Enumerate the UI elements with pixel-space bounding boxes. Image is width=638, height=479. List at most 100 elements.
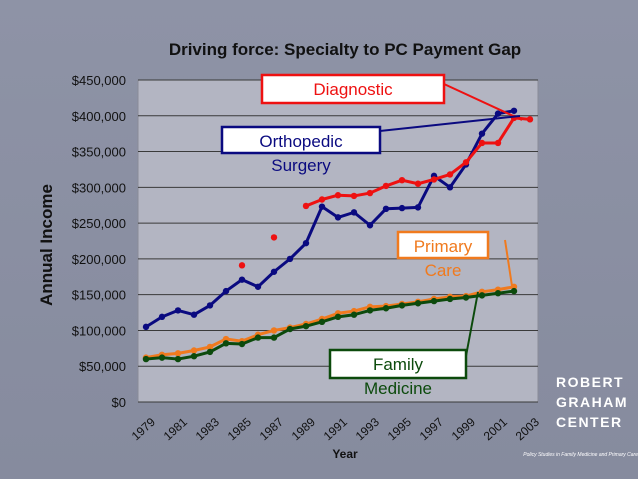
callout-leader [504, 239, 513, 287]
data-point-family-medicine [398, 302, 406, 309]
data-point-family-medicine [334, 313, 342, 321]
callout-primary-care: Primary Care [396, 230, 513, 287]
center-logo: ROBERT GRAHAM CENTER [556, 372, 638, 479]
y-tick-label: $0 [112, 395, 126, 410]
y-tick-label: $450,000 [72, 73, 126, 88]
x-tick-label: 1981 [161, 415, 190, 443]
callout-box [396, 230, 490, 260]
data-point-diagnostic [462, 159, 470, 166]
data-point-orthopedic-surgery [398, 204, 406, 212]
data-point-primary-care [174, 350, 182, 357]
x-tick-label: 1999 [449, 415, 478, 443]
data-point-family-medicine [158, 354, 166, 361]
callout-leader [443, 83, 523, 121]
data-point-family-medicine [430, 297, 438, 305]
data-point-orthopedic-surgery [366, 222, 374, 229]
x-tick-label: 1993 [353, 415, 382, 443]
x-tick-label: 1987 [257, 415, 286, 443]
logo-line-3: CENTER [556, 414, 623, 430]
x-tick-label: 1979 [129, 415, 158, 443]
data-point-orthopedic-surgery [478, 130, 486, 137]
data-point-family-medicine [206, 348, 214, 356]
data-point-orthopedic-surgery [382, 205, 390, 212]
data-point-orthopedic-surgery [334, 214, 342, 221]
data-point-primary-care [270, 327, 278, 334]
series-family-medicine [142, 287, 518, 363]
data-point-diagnostic [398, 176, 406, 184]
data-point-diagnostic [446, 171, 454, 178]
x-tick-label: 1991 [321, 415, 350, 443]
data-point-orthopedic-surgery [350, 209, 358, 216]
x-tick-label: 1995 [385, 415, 414, 443]
y-tick-label: $250,000 [72, 216, 126, 231]
data-point-family-medicine [382, 305, 390, 312]
data-point-orthopedic-surgery [158, 313, 166, 321]
data-point-family-medicine [462, 294, 470, 301]
data-point-family-medicine [270, 334, 278, 341]
chart-title: Driving force: Specialty to PC Payment G… [169, 40, 521, 59]
series-orthopedic-surgery [142, 107, 518, 331]
x-tick-label: 1985 [225, 415, 254, 443]
data-point-orthopedic-surgery [222, 287, 230, 295]
series-layer [142, 107, 534, 363]
data-point-family-medicine [190, 353, 198, 360]
logo-tagline: Policy Studies in Family Medicine and Pr… [523, 452, 638, 458]
callout-family-medicine: Family Medicine [328, 291, 479, 398]
data-point-family-medicine [254, 334, 262, 341]
y-tick-label: $400,000 [72, 109, 126, 124]
data-point-family-medicine [350, 311, 358, 318]
callout-label: Diagnostic [313, 80, 393, 99]
data-point-family-medicine [142, 355, 150, 363]
data-point-diagnostic [366, 189, 374, 197]
data-point-family-medicine [366, 307, 374, 314]
data-point-primary-care [190, 347, 198, 354]
data-point-diagnostic [318, 196, 326, 203]
data-point-orthopedic-surgery [174, 307, 182, 314]
data-point-orthopedic-surgery [446, 184, 454, 191]
data-point-orthopedic-surgery [318, 203, 326, 210]
callout-box [220, 125, 382, 155]
callout-orthopedic-surgery: Orthopedic Surgery [220, 115, 521, 175]
data-point-diagnostic [350, 192, 358, 200]
y-tick-label: $100,000 [72, 323, 126, 338]
callout-label: Care [425, 261, 462, 280]
data-point-orthopedic-surgery [238, 276, 246, 283]
data-point-orthopedic-surgery [494, 110, 502, 117]
data-point-family-medicine [510, 287, 518, 295]
y-tick-label: $300,000 [72, 180, 126, 195]
y-tick-label: $200,000 [72, 252, 126, 267]
callout-leader [379, 115, 521, 132]
annotations: Diagnostic Orthopedic Surgery Primary Care Fa… [220, 73, 523, 398]
data-point-family-medicine [446, 295, 454, 303]
x-axis-ticks: 1979 1981 1983 1985 1987 1989 1991 1993 1995 1997… [129, 415, 542, 443]
data-point-family-medicine [302, 322, 310, 330]
y-tick-label: $350,000 [72, 145, 126, 160]
x-tick-label: 1983 [193, 415, 222, 443]
x-tick-label: 2003 [513, 415, 542, 443]
data-point-orthopedic-surgery [254, 283, 262, 290]
y-tick-label: $50,000 [79, 359, 126, 374]
data-point-orthopedic-surgery [206, 302, 214, 309]
data-point-orthopedic-surgery [510, 107, 518, 114]
callout-label: Surgery [271, 156, 331, 175]
data-point-family-medicine [318, 318, 326, 326]
x-tick-label: 1989 [289, 415, 318, 443]
callout-box [260, 73, 446, 105]
y-axis-label: Annual Income [37, 184, 56, 306]
data-point-diagnostic [302, 202, 310, 210]
data-point-diagnostic [270, 234, 278, 241]
data-point-family-medicine [478, 292, 486, 299]
data-point-diagnostic [382, 182, 390, 190]
data-point-family-medicine [286, 325, 294, 333]
callout-box [328, 348, 468, 380]
data-point-orthopedic-surgery [270, 268, 278, 275]
data-point-diagnostic [478, 139, 486, 147]
data-point-orthopedic-surgery [142, 323, 150, 331]
callout-label: Medicine [364, 379, 432, 398]
data-point-diagnostic [238, 262, 246, 269]
data-point-diagnostic [414, 180, 422, 187]
data-point-diagnostic [430, 176, 438, 183]
data-point-family-medicine [494, 290, 502, 297]
callout-label: Orthopedic [259, 132, 343, 151]
